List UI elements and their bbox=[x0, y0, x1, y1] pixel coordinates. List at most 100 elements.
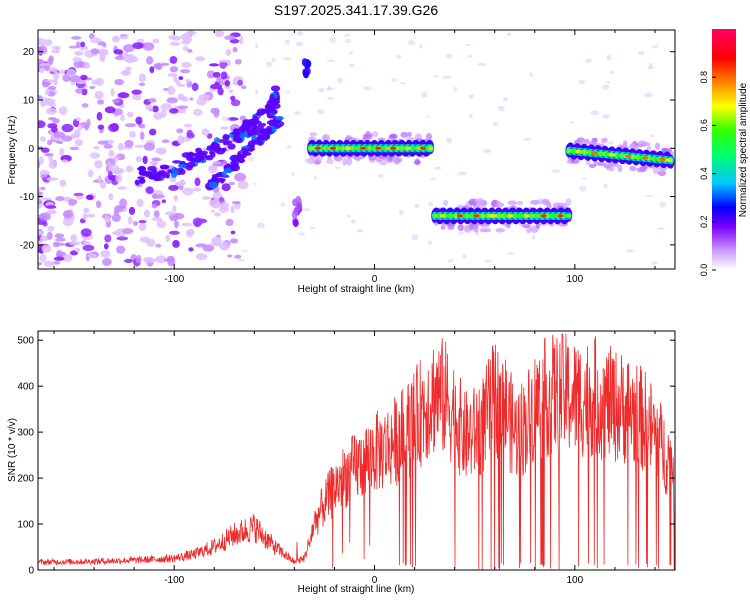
snr-ytick-label: 0 bbox=[28, 566, 34, 577]
spectral-blob bbox=[475, 232, 480, 236]
spectral-blob bbox=[235, 136, 241, 144]
spectral-blob bbox=[538, 198, 543, 205]
spectral-blob bbox=[227, 254, 233, 258]
spectral-blob bbox=[169, 66, 179, 73]
spectral-blob bbox=[159, 164, 170, 170]
spectral-blob bbox=[317, 154, 323, 162]
spectral-blob bbox=[231, 200, 241, 205]
spectral-blob bbox=[286, 145, 292, 150]
spectral-blob bbox=[296, 201, 303, 210]
spectral-blob bbox=[578, 79, 585, 85]
spectrogram-xtick-label: -100 bbox=[164, 274, 184, 285]
spectral-blob bbox=[174, 220, 179, 229]
spectral-blob bbox=[247, 156, 254, 162]
spectral-blob bbox=[453, 86, 458, 92]
spectral-blob bbox=[208, 181, 219, 189]
spectral-blob bbox=[38, 156, 44, 165]
spectral-blob bbox=[290, 172, 295, 176]
spectral-blob bbox=[228, 133, 234, 138]
spectral-blob bbox=[344, 33, 351, 37]
spectral-blob bbox=[494, 202, 505, 208]
spectral-blob bbox=[45, 205, 57, 209]
spectral-blob bbox=[115, 174, 123, 183]
spectral-blob bbox=[155, 255, 167, 264]
spectral-blob bbox=[362, 133, 373, 140]
spectral-blob bbox=[53, 131, 66, 138]
spectral-blob bbox=[659, 157, 666, 162]
spectral-blob bbox=[54, 242, 66, 246]
spectral-blob bbox=[210, 107, 220, 114]
spectral-blob bbox=[102, 258, 112, 267]
colorbar-label: Normalized spectral amplitude bbox=[738, 82, 749, 217]
spectral-blob bbox=[189, 97, 194, 101]
spectral-blob bbox=[302, 208, 311, 212]
spectral-blob bbox=[182, 46, 189, 51]
spectral-blob bbox=[468, 94, 475, 99]
spectral-blob bbox=[87, 253, 97, 259]
spectral-blob bbox=[479, 228, 487, 233]
spectral-blob bbox=[176, 128, 184, 134]
spectral-blob bbox=[345, 157, 353, 166]
spectral-blob bbox=[667, 158, 673, 163]
spectral-blob bbox=[82, 244, 95, 252]
spectral-blob bbox=[247, 147, 254, 152]
spectral-blob bbox=[136, 166, 146, 171]
spectral-blob bbox=[495, 227, 506, 233]
spectral-blob bbox=[506, 252, 515, 255]
spectral-blob bbox=[477, 62, 487, 67]
spectral-blob bbox=[305, 59, 312, 68]
spectral-blob bbox=[271, 126, 277, 133]
spectral-blob bbox=[75, 88, 84, 94]
spectral-blob bbox=[156, 220, 167, 229]
spectral-blob bbox=[51, 49, 58, 54]
spectral-blob bbox=[507, 214, 514, 218]
spectral-blob bbox=[161, 199, 166, 204]
spectral-blob bbox=[210, 209, 216, 213]
spectral-blob bbox=[163, 258, 175, 262]
spectral-blob bbox=[107, 171, 113, 180]
spectral-blob bbox=[160, 103, 173, 111]
spectral-blob bbox=[327, 155, 332, 161]
spectral-blob bbox=[148, 128, 157, 136]
spectral-blob bbox=[169, 41, 181, 46]
spectral-blob bbox=[574, 149, 581, 154]
spectral-blob bbox=[420, 146, 427, 150]
spectral-blob bbox=[603, 163, 612, 169]
spectral-blob bbox=[95, 200, 102, 209]
spectral-blob bbox=[648, 62, 653, 66]
colorbar: 0.0 0.2 0.4 0.6 0.8 Normalized spectral ampl… bbox=[699, 29, 749, 276]
spectral-blob bbox=[234, 254, 242, 259]
spectral-blob bbox=[172, 160, 182, 164]
spectral-blob bbox=[253, 182, 258, 186]
spectral-blob bbox=[344, 38, 351, 44]
spectral-blob bbox=[39, 169, 50, 176]
spectral-blob bbox=[147, 174, 158, 179]
spectral-blob bbox=[212, 71, 221, 78]
spectral-blob bbox=[130, 56, 139, 63]
spectral-blob bbox=[70, 234, 78, 242]
spectral-blob bbox=[344, 146, 351, 150]
spectral-blob bbox=[256, 140, 264, 146]
spectral-blob bbox=[169, 56, 178, 64]
spectral-blob bbox=[241, 128, 246, 134]
spectral-blob bbox=[100, 250, 111, 258]
spectral-blob bbox=[222, 133, 230, 141]
spectral-blob bbox=[309, 132, 318, 137]
spectral-blob bbox=[132, 92, 142, 101]
spectral-blob bbox=[173, 169, 179, 176]
spectral-blob bbox=[120, 69, 132, 76]
spectral-blob bbox=[497, 105, 505, 112]
spectral-blob bbox=[97, 124, 105, 130]
spectral-blob bbox=[117, 92, 130, 99]
spectral-blob bbox=[606, 54, 612, 61]
spectral-blob bbox=[529, 199, 540, 205]
spectral-blob bbox=[405, 146, 412, 150]
spectral-blob bbox=[647, 65, 655, 70]
spectral-blob bbox=[222, 140, 233, 144]
spectral-blob bbox=[73, 129, 81, 139]
spectral-blob bbox=[375, 146, 382, 150]
spectral-blob bbox=[217, 87, 224, 96]
spectral-blob bbox=[258, 128, 268, 134]
spectral-blob bbox=[216, 239, 225, 243]
